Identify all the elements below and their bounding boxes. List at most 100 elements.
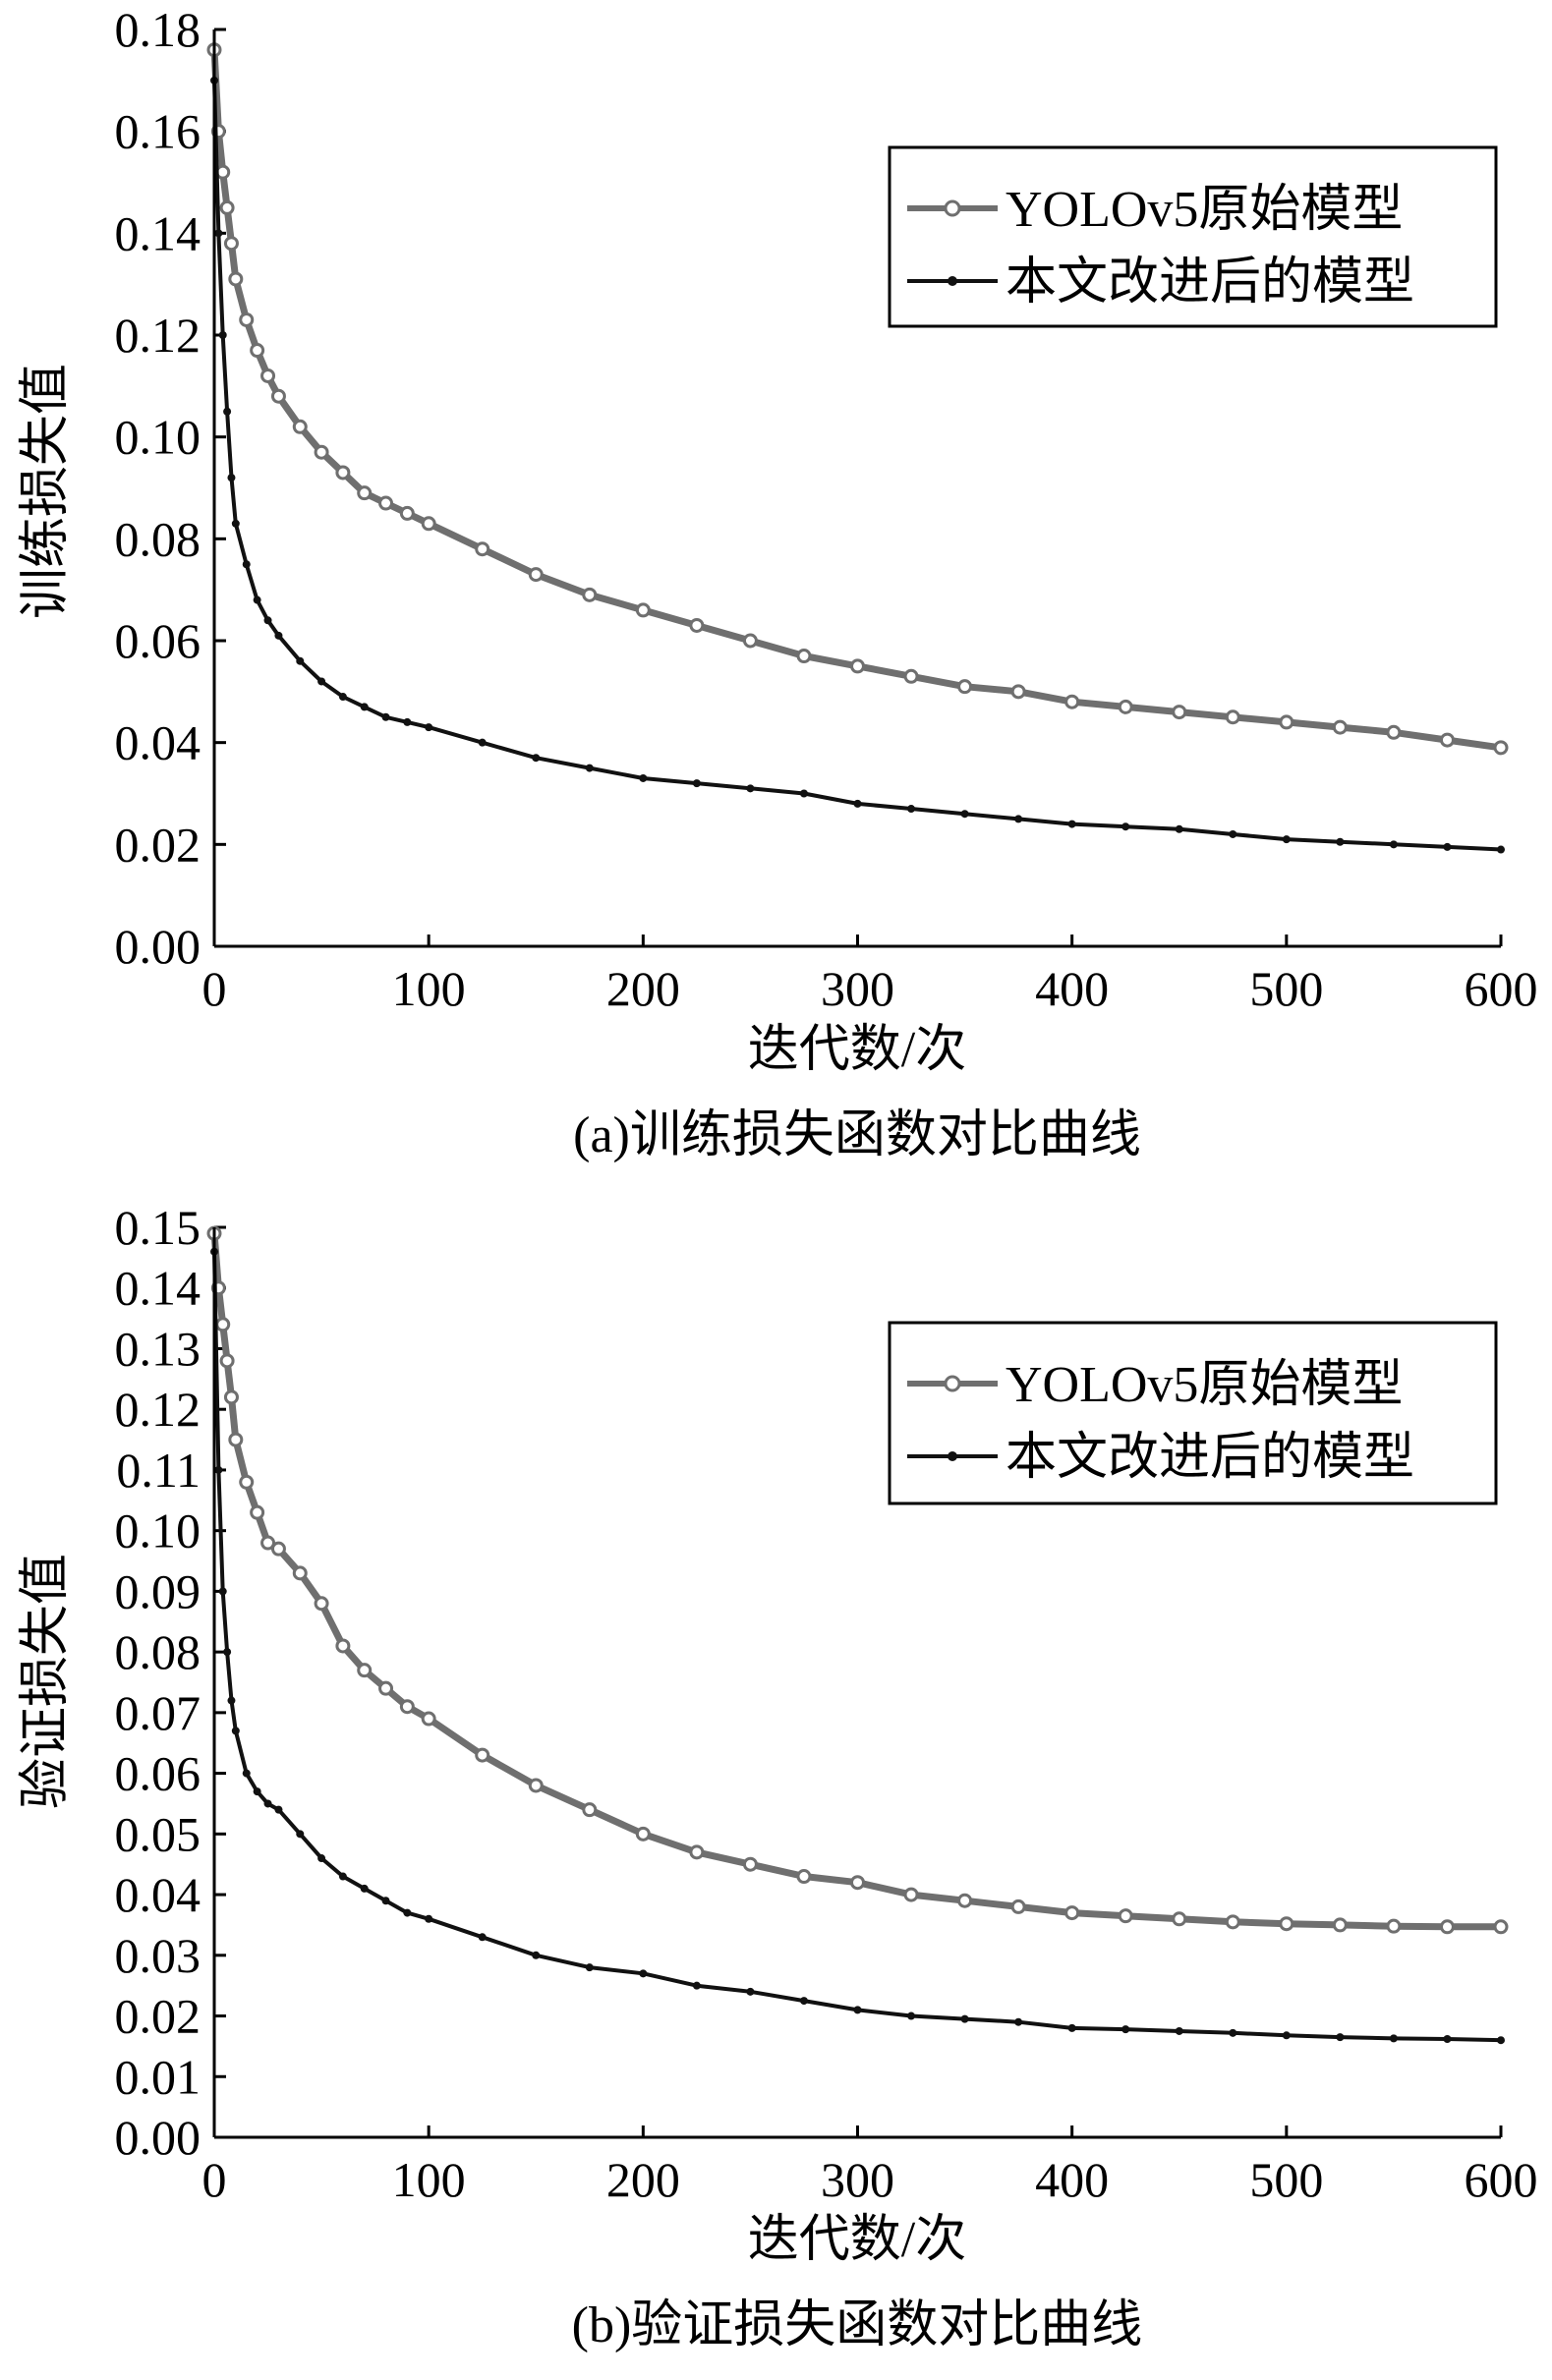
series-1-point <box>219 199 235 215</box>
series-1-point <box>1279 1916 1294 1932</box>
series-2-point <box>1014 2017 1023 2026</box>
chart-caption: (a)训练损失函数对比曲线 <box>573 1107 1141 1163</box>
series-2-point <box>1336 2033 1345 2042</box>
series-2-point <box>799 789 808 798</box>
series-1-point <box>1118 1908 1133 1924</box>
y-tick-label: 0.13 <box>115 1321 201 1376</box>
y-tick-label: 0.06 <box>115 613 201 668</box>
y-tick-label: 0.01 <box>115 2049 201 2104</box>
series-2-point <box>231 519 240 528</box>
series-2-point <box>403 1908 412 1917</box>
series-1-point <box>1439 732 1455 748</box>
y-tick-label: 0.09 <box>115 1563 201 1618</box>
legend-marker-1 <box>944 1375 961 1392</box>
series-1-point <box>1225 709 1240 725</box>
series-2-point <box>1067 820 1076 828</box>
x-tick-label: 300 <box>821 2152 894 2207</box>
series-layer <box>206 1225 1509 2045</box>
x-tick-label: 200 <box>606 2152 680 2207</box>
series-2-point <box>960 810 969 819</box>
series-1-point <box>850 1875 865 1891</box>
legend-label-2: 本文改进后的模型 <box>1006 1430 1414 1486</box>
series-1-point <box>1279 714 1294 730</box>
series-2-point <box>853 2006 862 2014</box>
series-1-point <box>239 312 255 327</box>
y-tick-label: 0.16 <box>115 104 201 159</box>
series-2-point <box>274 1805 283 1814</box>
y-tick-label: 0.12 <box>115 308 201 363</box>
series-2-point <box>360 703 369 711</box>
series-2-point <box>585 1963 594 1972</box>
series-1-point <box>399 1699 415 1715</box>
y-tick-label: 0.00 <box>115 2110 201 2165</box>
series-2-point <box>692 1981 701 1990</box>
series-2-point <box>1497 2036 1505 2045</box>
series-1-point <box>742 1856 758 1872</box>
x-tick-label: 500 <box>1249 961 1323 1016</box>
x-axis-title: 迭代数/次 <box>748 1022 966 1078</box>
series-1-point <box>957 1893 973 1908</box>
series-1-point <box>1493 1919 1509 1935</box>
y-axis-ticks: 0.00 0.02 0.04 0.06 0.08 0.10 0.12 0.14 0.16 0.18 <box>115 2 226 974</box>
series-1-point <box>1386 724 1402 740</box>
y-tick-label: 0.02 <box>115 1989 201 2044</box>
y-tick-label: 0.05 <box>115 1806 201 1861</box>
series-2-point <box>1014 815 1023 823</box>
legend-label-1: YOLOv5原始模型 <box>1006 1357 1403 1413</box>
y-tick-label: 0.02 <box>115 817 201 872</box>
series-2-point <box>1229 2028 1237 2037</box>
series-2-point <box>214 229 223 238</box>
x-axis-title: 迭代数/次 <box>748 2212 966 2268</box>
y-tick-label: 0.06 <box>115 1746 201 1801</box>
series-1-point <box>260 368 276 383</box>
series-1-point <box>250 343 265 359</box>
series-1-point <box>1010 684 1026 700</box>
series-1-point <box>228 271 244 287</box>
series-1-point <box>742 633 758 649</box>
series-1-point <box>475 541 490 557</box>
legend-marker-2 <box>948 276 957 286</box>
series-2-point <box>425 1914 433 1923</box>
series-1-point <box>957 679 973 695</box>
y-axis-title: 训练损失值 <box>18 364 74 619</box>
series-1-point <box>635 1826 651 1842</box>
series-1-point <box>357 1663 373 1678</box>
series-2-point <box>585 764 594 772</box>
series-2-point <box>1121 2025 1130 2034</box>
series-2-point <box>1229 829 1237 838</box>
x-tick-label: 600 <box>1465 961 1538 1016</box>
series-2-point <box>296 1830 305 1839</box>
series-1-point <box>1386 1918 1402 1934</box>
y-tick-label: 0.18 <box>115 2 201 57</box>
series-2-point <box>296 656 305 665</box>
series-2-point <box>227 1696 236 1705</box>
legend-box <box>888 1321 1498 1505</box>
y-tick-label: 0.08 <box>115 1624 201 1679</box>
y-tick-label: 0.12 <box>115 1382 201 1437</box>
x-tick-label: 600 <box>1465 2152 1538 2207</box>
series-1-point <box>357 485 373 501</box>
series-1-point <box>528 567 544 583</box>
series-1-point <box>215 1317 231 1332</box>
series-2-point <box>1067 2023 1076 2032</box>
series-1-point <box>796 649 812 664</box>
series-2-point <box>1443 2034 1452 2043</box>
series-2-point <box>317 1854 326 1863</box>
series-2-point <box>1497 845 1505 854</box>
series-1-point <box>1332 1917 1348 1933</box>
series-1-point <box>1332 719 1348 735</box>
series-1-point <box>528 1778 544 1793</box>
series-1-point <box>1225 1914 1240 1930</box>
series-1-point <box>399 505 415 521</box>
y-axis-ticks: 0.00 0.010.02 0.03 0.04 0.050.06 0.07 0.08 0.09… <box>115 1200 226 2165</box>
series-1-point <box>903 668 919 684</box>
series-2-point <box>274 631 283 640</box>
series-layer <box>206 42 1509 854</box>
series-2-point <box>403 717 412 726</box>
legend-label-1: YOLOv5原始模型 <box>1006 182 1403 238</box>
series-2-point <box>907 805 916 814</box>
series-1-point <box>270 1541 286 1557</box>
series-2-point <box>1443 842 1452 851</box>
series-2-point <box>478 738 487 747</box>
